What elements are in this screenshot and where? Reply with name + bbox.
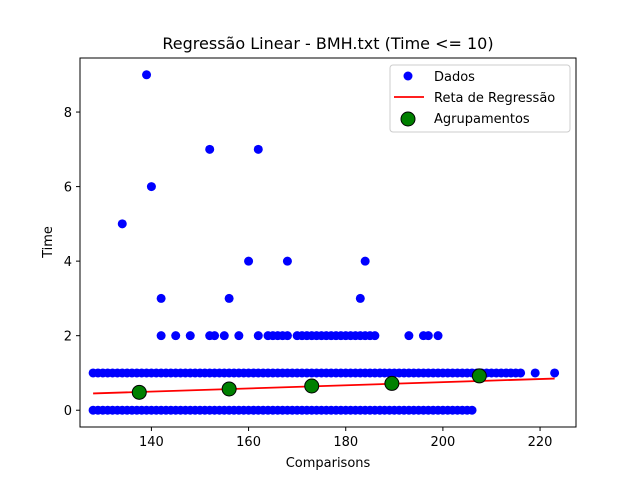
cluster-point	[384, 375, 400, 391]
cluster-point	[221, 381, 237, 397]
data-point	[142, 70, 152, 80]
x-tick-label: 180	[333, 435, 358, 450]
data-point	[253, 331, 263, 341]
plot-area-frame	[79, 57, 577, 428]
y-tick-label: 4	[64, 255, 72, 270]
y-tick-label: 6	[64, 181, 72, 196]
data-point	[370, 331, 380, 341]
x-tick-label: 160	[236, 435, 261, 450]
cluster-point	[304, 378, 320, 394]
legend-label-dados: Dados	[434, 70, 475, 85]
data-point	[117, 219, 127, 229]
data-point	[156, 331, 166, 341]
y-tick-label: 8	[64, 106, 72, 121]
legend-label-regressao: Reta de Regressão	[434, 91, 555, 106]
y-axis-label: Time	[41, 226, 56, 259]
data-point	[234, 331, 244, 341]
cluster-point	[131, 384, 147, 400]
x-tick-label: 220	[528, 435, 553, 450]
data-point	[423, 331, 433, 341]
legend-label-agrupamentos: Agrupamentos	[434, 112, 530, 127]
y-tick-label: 2	[64, 330, 72, 345]
y-axis: 0 2 4 6 8	[64, 106, 80, 419]
data-layer	[88, 70, 560, 415]
data-point	[530, 368, 540, 378]
data-point	[219, 331, 229, 341]
chart-title: Regressão Linear - BMH.txt (Time <= 10)	[162, 34, 493, 53]
x-tick-label: 200	[430, 435, 455, 450]
data-point	[282, 331, 292, 341]
legend-marker-dados	[403, 71, 413, 81]
data-point	[253, 144, 263, 154]
legend-frame	[389, 64, 571, 133]
data-point	[282, 256, 292, 266]
x-axis-label: Comparisons	[286, 456, 371, 471]
data-point	[185, 331, 195, 341]
data-point	[467, 405, 477, 415]
x-axis: 140 160 180 200 220	[139, 427, 552, 450]
data-point	[404, 331, 414, 341]
data-point	[224, 293, 234, 303]
data-point	[433, 331, 443, 341]
legend: Dados Reta de Regressão Agrupamentos	[389, 64, 571, 133]
data-point	[360, 256, 370, 266]
data-point	[146, 182, 156, 192]
y-tick-label: 0	[64, 404, 72, 419]
data-point	[210, 331, 220, 341]
cluster-point	[471, 368, 487, 384]
legend-marker-agrupamentos	[400, 111, 416, 127]
data-point	[550, 368, 560, 378]
data-point	[205, 144, 215, 154]
data-point	[244, 256, 254, 266]
data-point	[171, 331, 181, 341]
data-point	[355, 293, 365, 303]
x-tick-label: 140	[139, 435, 164, 450]
data-point	[516, 368, 526, 378]
data-point	[156, 293, 166, 303]
